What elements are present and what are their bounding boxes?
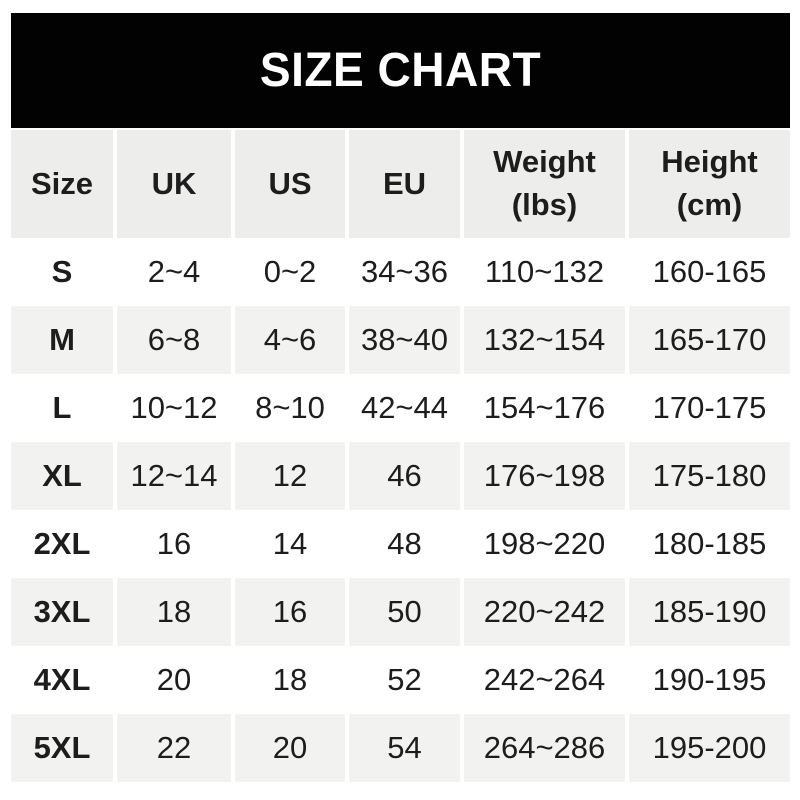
size-chart-banner: SIZE CHART <box>11 13 790 128</box>
table-cell: 46 <box>349 442 460 510</box>
table-cell: 198~220 <box>464 510 625 578</box>
table-cell: 176~198 <box>464 442 625 510</box>
table-cell: 12 <box>235 442 345 510</box>
table-cell: 110~132 <box>464 238 625 306</box>
table-cell: 0~2 <box>235 238 345 306</box>
table-cell: 180-185 <box>629 510 790 578</box>
table-cell: 14 <box>235 510 345 578</box>
table-cell: 48 <box>349 510 460 578</box>
table-cell: 42~44 <box>349 374 460 442</box>
column-header-height: Height (cm) <box>629 130 790 238</box>
table-cell: 170-175 <box>629 374 790 442</box>
size-chart-table: Size UK US EU Weight (lbs) Height (cm) S… <box>11 130 790 782</box>
table-cell: 10~12 <box>117 374 231 442</box>
table-cell: 264~286 <box>464 714 625 782</box>
table-cell: 22 <box>117 714 231 782</box>
row-size-label: L <box>11 374 113 442</box>
column-header-size: Size <box>11 130 113 238</box>
table-cell: 242~264 <box>464 646 625 714</box>
table-cell: 165-170 <box>629 306 790 374</box>
table-cell: 18 <box>235 646 345 714</box>
row-size-label: 3XL <box>11 578 113 646</box>
table-cell: 16 <box>117 510 231 578</box>
table-cell: 160-165 <box>629 238 790 306</box>
table-cell: 20 <box>235 714 345 782</box>
column-header-eu: EU <box>349 130 460 238</box>
column-header-uk: UK <box>117 130 231 238</box>
table-cell: 132~154 <box>464 306 625 374</box>
table-cell: 34~36 <box>349 238 460 306</box>
table-cell: 2~4 <box>117 238 231 306</box>
column-header-us: US <box>235 130 345 238</box>
table-cell: 190-195 <box>629 646 790 714</box>
row-size-label: 5XL <box>11 714 113 782</box>
row-size-label: 4XL <box>11 646 113 714</box>
table-cell: 52 <box>349 646 460 714</box>
table-cell: 54 <box>349 714 460 782</box>
table-cell: 185-190 <box>629 578 790 646</box>
table-cell: 4~6 <box>235 306 345 374</box>
page-title: SIZE CHART <box>259 44 542 97</box>
table-cell: 175-180 <box>629 442 790 510</box>
row-size-label: S <box>11 238 113 306</box>
table-cell: 50 <box>349 578 460 646</box>
table-cell: 6~8 <box>117 306 231 374</box>
table-cell: 195-200 <box>629 714 790 782</box>
table-cell: 38~40 <box>349 306 460 374</box>
row-size-label: M <box>11 306 113 374</box>
table-cell: 16 <box>235 578 345 646</box>
table-cell: 8~10 <box>235 374 345 442</box>
column-header-weight: Weight (lbs) <box>464 130 625 238</box>
table-cell: 154~176 <box>464 374 625 442</box>
table-cell: 20 <box>117 646 231 714</box>
table-cell: 220~242 <box>464 578 625 646</box>
row-size-label: XL <box>11 442 113 510</box>
row-size-label: 2XL <box>11 510 113 578</box>
table-cell: 12~14 <box>117 442 231 510</box>
table-cell: 18 <box>117 578 231 646</box>
